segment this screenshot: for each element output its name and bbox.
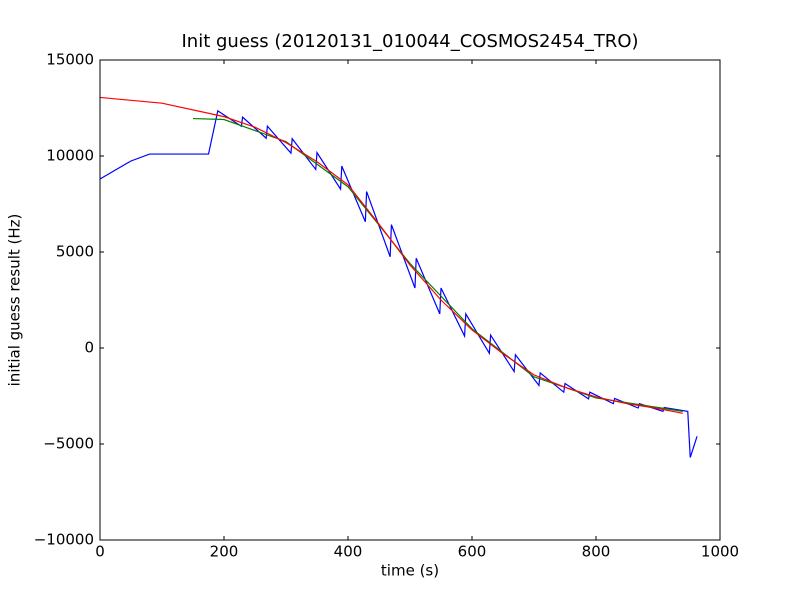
y-tick-label: 5000 bbox=[56, 243, 94, 261]
x-tick-label: 1000 bbox=[701, 543, 739, 561]
y-tick-label: 0 bbox=[84, 339, 94, 357]
x-tick-label: 200 bbox=[210, 543, 239, 561]
y-tick-label: 10000 bbox=[46, 147, 94, 165]
y-tick-label: 15000 bbox=[46, 51, 94, 69]
x-tick-label: 0 bbox=[95, 543, 105, 561]
x-tick-label: 600 bbox=[458, 543, 487, 561]
data-line bbox=[99, 96, 683, 414]
y-tick-label: −5000 bbox=[43, 435, 94, 453]
chart-title: Init guess (20120131_010044_COSMOS2454_T… bbox=[181, 31, 638, 52]
x-tick-label: 400 bbox=[334, 543, 363, 561]
y-tick-label: −10000 bbox=[34, 531, 94, 549]
x-axis-label: time (s) bbox=[381, 562, 439, 580]
y-axis-label: initial guess result (Hz) bbox=[6, 214, 24, 387]
data-line bbox=[192, 117, 683, 412]
x-tick-label: 800 bbox=[582, 543, 611, 561]
plot-frame bbox=[99, 59, 721, 541]
data-line bbox=[99, 109, 698, 458]
